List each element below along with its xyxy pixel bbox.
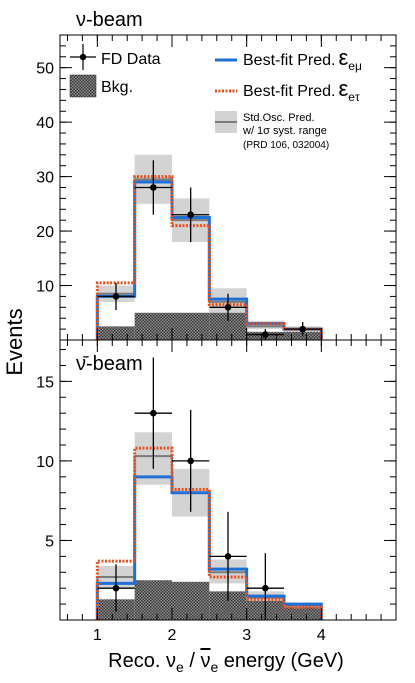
background-bar: [284, 607, 322, 620]
x-tick-label: 1: [93, 627, 102, 644]
y-tick-label: 15: [36, 374, 54, 391]
y-tick-label: 50: [36, 61, 54, 78]
background-bar: [97, 326, 135, 340]
panel-nubar-beam: 5 10 15 1 2 3 4: [36, 339, 397, 644]
y-tick-label: 20: [36, 224, 54, 241]
panel-nu-beam: 10 20 30 40 50: [36, 34, 397, 341]
panel-label-nu: ν-beam: [76, 9, 143, 31]
data-point: [262, 584, 269, 592]
legend-std-line3: (PRD 106, 032004): [243, 140, 329, 151]
best-fit-etau-line: [95, 175, 323, 340]
plot-frame: [59, 339, 397, 621]
background-bar: [172, 581, 210, 620]
data-point: [224, 304, 232, 311]
data-point: [112, 584, 120, 592]
best-fit-emu-line: [95, 475, 323, 620]
data-point: [150, 184, 157, 191]
background-bar: [134, 580, 172, 620]
legend-emu-label: Best-fit Pred. εeμ: [243, 45, 362, 73]
panel-label-nubar: ν̄-beam: [76, 353, 143, 375]
x-tick-label: 4: [317, 627, 326, 644]
legend-etau-label: Best-fit Pred. εeτ: [243, 76, 360, 104]
y-tick-label: 30: [36, 170, 54, 187]
y-tick-label: 40: [36, 115, 54, 132]
data-point: [299, 325, 306, 333]
legend-data-label: FD Data: [101, 51, 161, 68]
x-tick-label: 2: [168, 627, 177, 644]
legend-std-line1: Std.Osc. Pred.: [243, 112, 315, 124]
data-point: [112, 293, 120, 300]
legend-data-marker: [70, 44, 96, 70]
best-fit-etau-line: [95, 446, 323, 620]
x-tick-label: 3: [242, 627, 251, 644]
background-bar: [134, 312, 172, 340]
y-tick-label: 10: [36, 454, 54, 471]
data-point: [187, 457, 194, 465]
x-axis-label: Reco. νe / νe energy (GeV): [108, 650, 344, 675]
legend-std-line2: w/ 1σ syst. range: [242, 125, 327, 137]
background-bar: [172, 312, 210, 340]
legend-bkg-label: Bkg.: [101, 79, 133, 96]
data-point: [187, 211, 194, 219]
y-axis-label: Events: [2, 308, 27, 375]
y-tick-label: 10: [36, 279, 54, 296]
data-point: [262, 331, 269, 338]
y-tick-label: 5: [45, 533, 54, 550]
data-point: [150, 409, 157, 417]
legend: FD Data Bkg. Best-fit Pred. εeμ Best-fit …: [69, 44, 362, 151]
data-point: [224, 553, 232, 560]
legend-bkg-swatch: [69, 74, 97, 98]
